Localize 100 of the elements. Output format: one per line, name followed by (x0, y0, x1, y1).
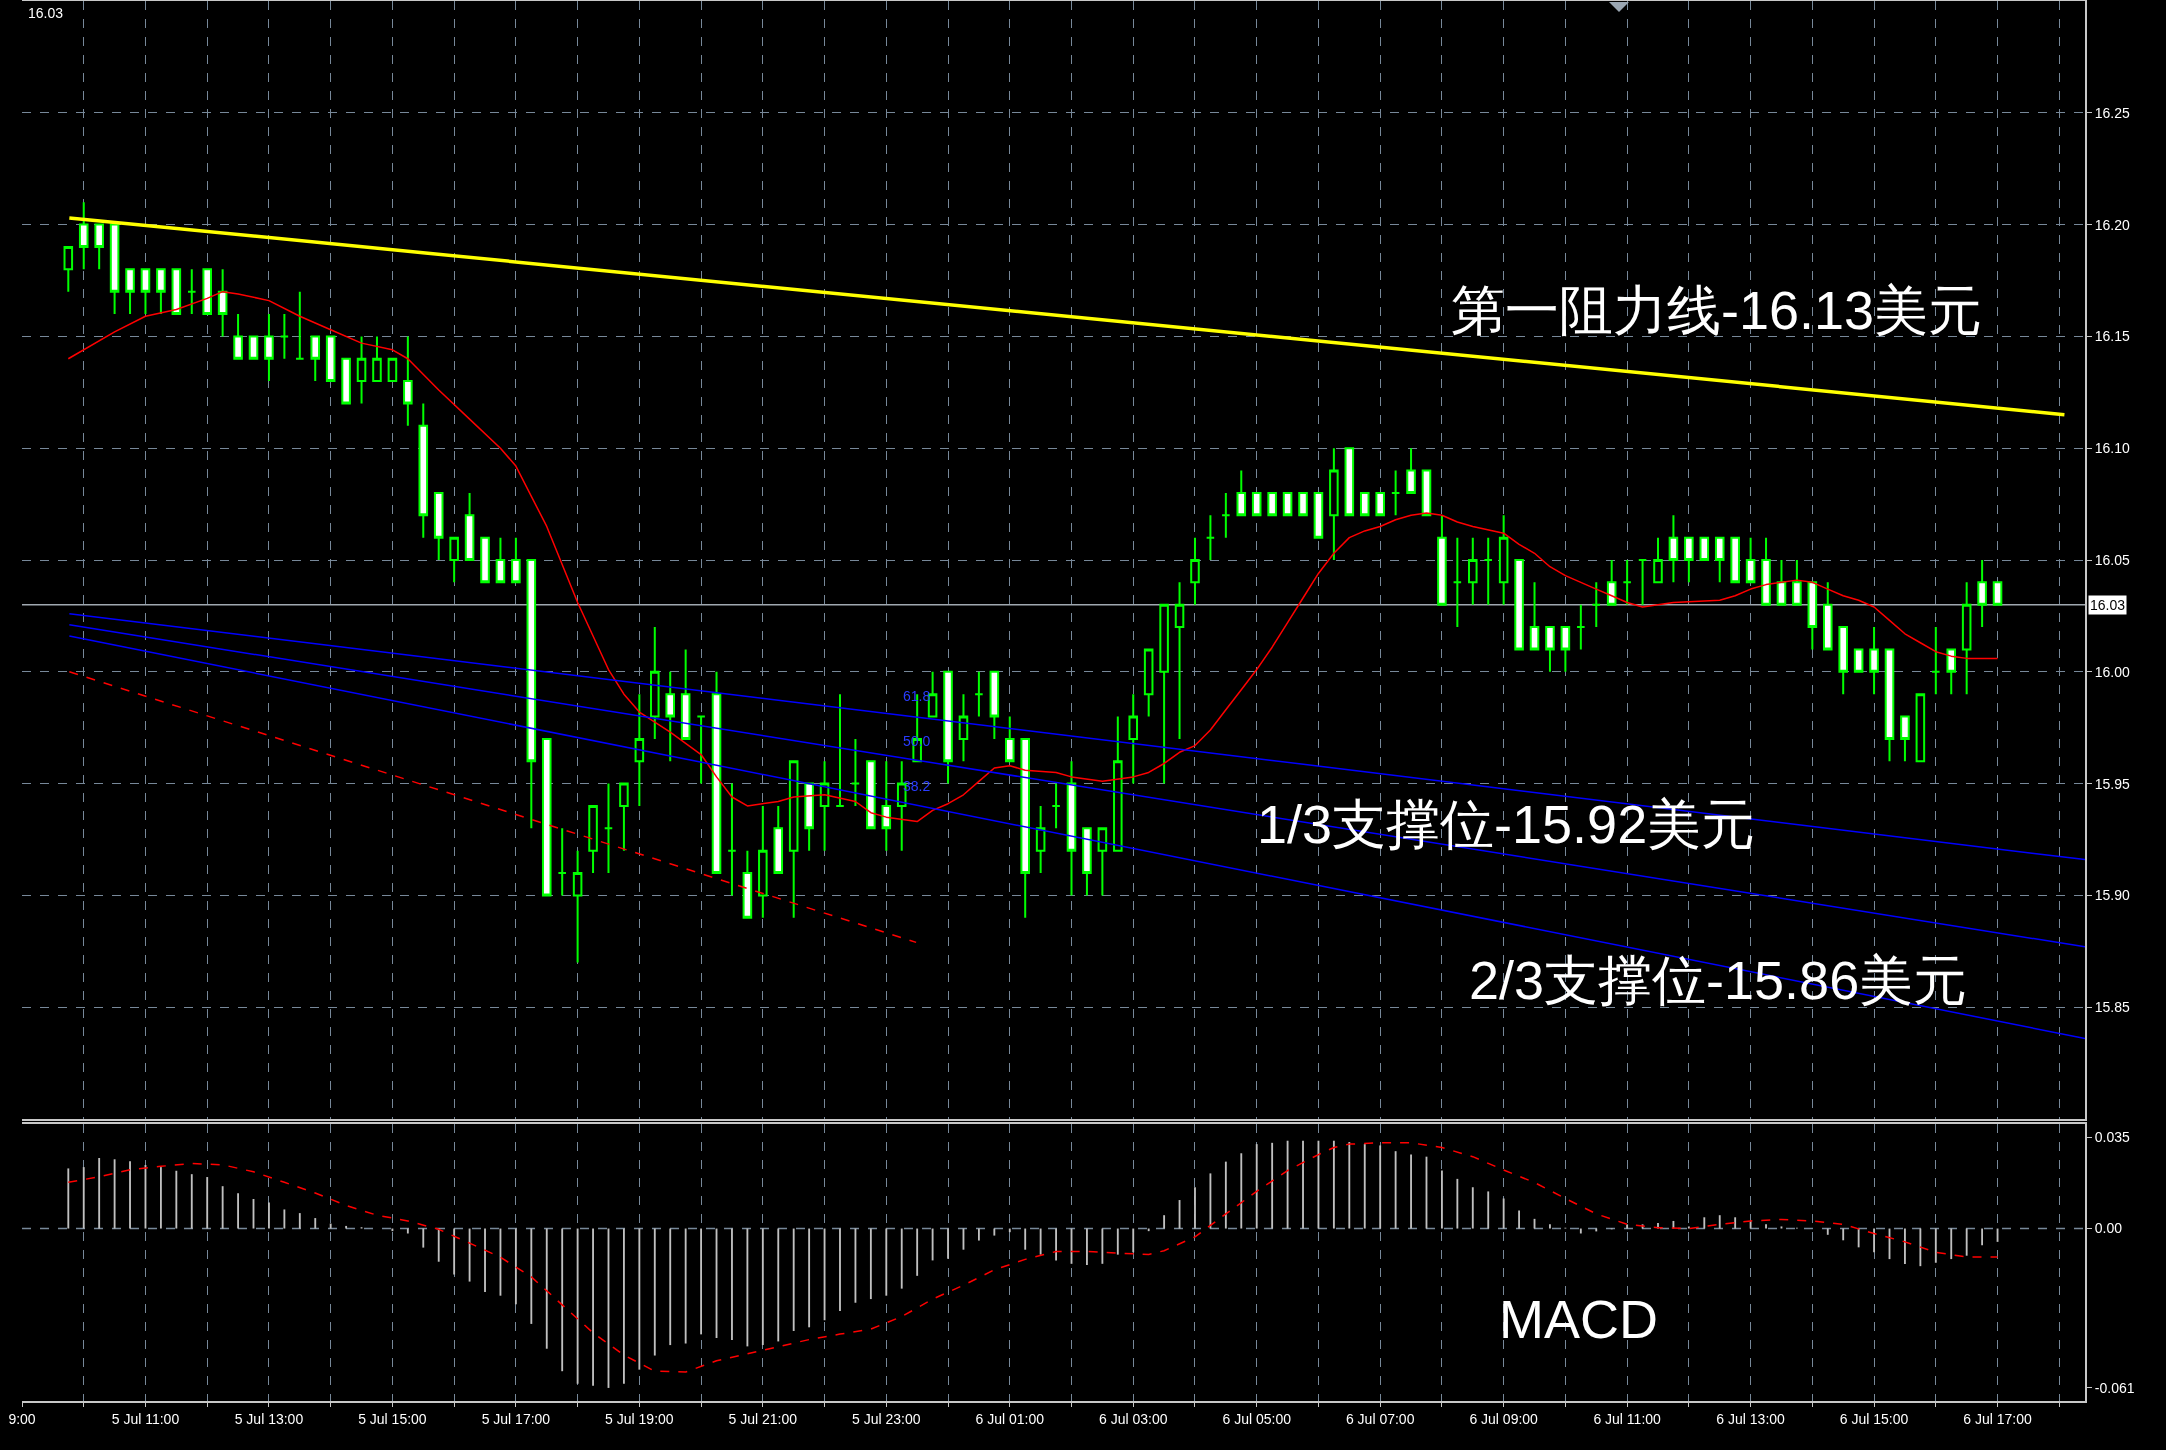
candlestick (696, 715, 706, 785)
candlestick (202, 268, 212, 316)
y-tick-label: 16.10 (2094, 440, 2131, 457)
x-tick-label: 6 Jul 17:00 (1963, 1410, 2032, 1427)
candlestick (1298, 491, 1308, 517)
candlestick (233, 313, 243, 360)
candlestick (1668, 514, 1679, 584)
candlestick (1653, 536, 1663, 584)
candlestick (464, 491, 475, 561)
candlestick (511, 536, 521, 584)
x-tick-label: 6 Jul 15:00 (1839, 1410, 1909, 1427)
y-tick-label: 16.20 (2094, 216, 2131, 233)
candlestick (94, 223, 104, 271)
candlestick (526, 559, 537, 830)
candlestick (1498, 514, 1509, 606)
candlestick (1221, 491, 1231, 539)
y-tick-label: 15.90 (2094, 887, 2131, 904)
x-tick-label: 6 Jul 11:00 (1593, 1410, 1662, 1427)
candlestick (1591, 581, 1602, 629)
candlestick (1545, 626, 1555, 673)
y-tick-label: 15.85 (2094, 999, 2131, 1016)
x-tick-label: 5 Jul 23:00 (852, 1410, 921, 1427)
candlestick (63, 245, 74, 293)
candlestick (1267, 491, 1277, 517)
candlestick (819, 760, 830, 852)
annotation: 16.03 (28, 5, 64, 21)
candlestick (665, 670, 676, 763)
candlestick (217, 268, 228, 338)
y-tick-label: 15.95 (2094, 775, 2131, 792)
candlestick (325, 335, 336, 383)
candlestick (788, 760, 799, 919)
candlestick (1622, 559, 1632, 606)
candlestick (480, 536, 490, 584)
y-tick-label: 16.00 (2094, 663, 2131, 680)
candlestick (433, 491, 444, 561)
candlestick (1776, 559, 1787, 606)
candlestick (1468, 536, 1478, 606)
candlestick (1359, 491, 1370, 517)
candlestick (1113, 715, 1123, 852)
candlestick (541, 737, 552, 897)
x-tick-label: 5 Jul 11:00 (111, 1410, 180, 1427)
candlestick (279, 313, 290, 360)
candlestick (1251, 491, 1262, 517)
candlestick (248, 335, 259, 360)
candlestick (387, 357, 398, 383)
candlestick (1066, 760, 1077, 897)
candlestick (1344, 447, 1355, 517)
candlestick (958, 693, 969, 763)
candlestick (1004, 715, 1015, 763)
candlestick (1807, 581, 1818, 651)
candlestick (1236, 469, 1247, 517)
candlestick (1020, 737, 1030, 919)
candlestick (1174, 581, 1185, 740)
candlestick (835, 693, 845, 807)
candlestick (943, 670, 953, 785)
candlestick (1884, 648, 1895, 763)
candlestick (742, 849, 753, 919)
y-tick-label: 0.00 (2094, 1220, 2123, 1237)
x-tick-label: 5 Jul 21:00 (728, 1410, 798, 1427)
candlestick (758, 804, 768, 919)
candlestick (1143, 648, 1154, 718)
candlestick (310, 335, 321, 383)
candlestick (1576, 603, 1586, 651)
x-tick-label: 5 Jul 13:00 (234, 1410, 304, 1427)
candlestick (1684, 536, 1694, 584)
candlestick (1931, 626, 1941, 696)
candlestick (1051, 782, 1061, 830)
candlestick (1606, 559, 1617, 606)
candlestick (1946, 648, 1957, 696)
x-tick-label: 6 Jul 07:00 (1345, 1410, 1415, 1427)
x-tick-label: 5 Jul 17:00 (481, 1410, 551, 1427)
candlestick (711, 670, 722, 875)
x-tick-label: 6 Jul 03:00 (1098, 1410, 1168, 1427)
candlestick (727, 782, 737, 897)
candlestick (1483, 536, 1493, 606)
annotation: 第一阻力线-16.13美元 (1451, 280, 1983, 340)
candlestick (1869, 626, 1879, 696)
candlestick (1699, 536, 1710, 561)
candlestick (1082, 827, 1092, 897)
candlestick (650, 626, 660, 740)
candlestick (974, 670, 984, 718)
candlestick (1514, 559, 1524, 651)
candlestick (109, 223, 120, 316)
candlestick (1977, 559, 1987, 629)
candlestick (1745, 536, 1756, 584)
candlestick (1437, 514, 1447, 606)
candlestick (1035, 804, 1046, 875)
candlestick (1282, 491, 1293, 517)
candlestick (1730, 536, 1740, 584)
candlestick (1853, 648, 1864, 673)
annotation: MACD (1499, 1289, 1658, 1349)
candlestick (680, 648, 691, 740)
candlestick (171, 268, 182, 316)
candlestick (1190, 536, 1200, 606)
candlestick (1761, 536, 1771, 606)
candlestick (341, 357, 351, 405)
candlestick (557, 827, 567, 897)
y-tick-label: 0.035 (2094, 1128, 2131, 1145)
candlestick (881, 760, 892, 852)
candlestick (1329, 447, 1339, 561)
